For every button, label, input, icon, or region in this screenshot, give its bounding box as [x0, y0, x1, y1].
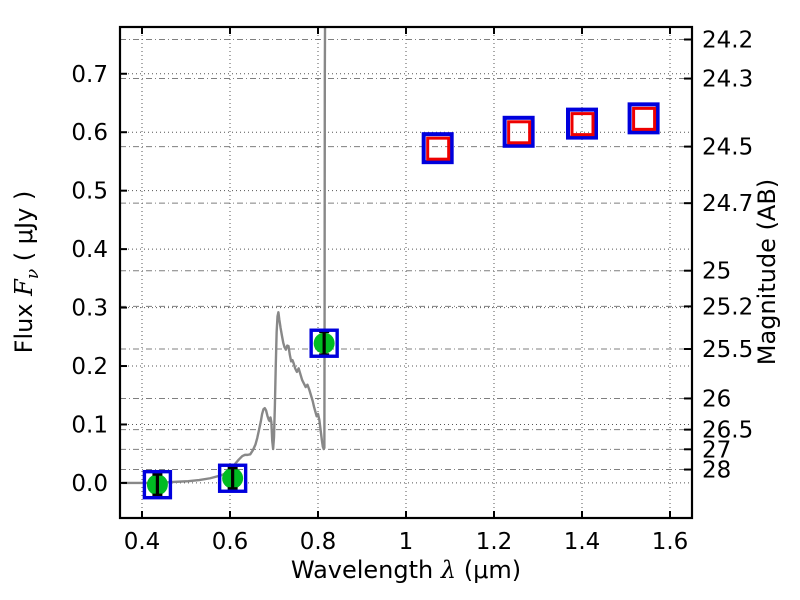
- x-tick-label: 1: [399, 529, 414, 555]
- x-axis-title: Wavelength λ (μm): [291, 556, 521, 584]
- y-tick-label: 0.5: [71, 179, 108, 205]
- y-tick-label: 0.1: [71, 412, 108, 438]
- photometry-point[interactable]: [142, 469, 173, 500]
- x-tick-label: 1.2: [476, 529, 513, 555]
- blue-square-marker: [142, 469, 173, 500]
- y-axis-right-title: Magnitude (AB): [753, 179, 781, 365]
- photometry-point[interactable]: [217, 463, 248, 493]
- model-photometry-point[interactable]: [502, 115, 535, 148]
- x-tick-label: 1.6: [652, 529, 689, 555]
- photometry-point[interactable]: [309, 328, 339, 358]
- blue-square-marker: [309, 328, 339, 358]
- x-tick-label: 0.6: [212, 529, 249, 555]
- axis-ticks: 0.4 0.6 0.8 1 1.2 1.4 1.6 0.0 0.1 0.2 0.3 0.4 0.5 0.6…: [71, 27, 753, 555]
- red-square-marker: [632, 106, 657, 131]
- y-tick-label: 0.4: [71, 237, 108, 263]
- x-axis-title-group: Wavelength λ (μm): [291, 556, 521, 584]
- magnitude-tick-label: 26: [702, 386, 731, 412]
- magnitude-tick-label: 27: [702, 437, 731, 463]
- blue-square-marker: [421, 132, 454, 165]
- blue-square-marker: [217, 463, 248, 493]
- model-photometry-point[interactable]: [566, 107, 598, 140]
- blue-square-marker: [502, 115, 535, 148]
- magnitude-tick-label: 28: [702, 458, 731, 484]
- magnitude-tick-label: 24.5: [702, 135, 753, 161]
- red-square-marker: [570, 112, 595, 137]
- magnitude-tick-label: 25: [702, 259, 731, 285]
- y-axis-title: Flux Fν ( μJy ): [10, 191, 43, 354]
- y-axis-title-group: Flux Fν ( μJy ): [10, 191, 43, 354]
- blue-square-marker: [627, 102, 660, 135]
- spectrum-clip-group: [122, 27, 327, 485]
- magnitude-tick-label: 24.7: [702, 191, 753, 217]
- model-photometry-point[interactable]: [421, 132, 454, 165]
- y-tick-label: 0.6: [71, 120, 108, 146]
- magnitude-tick-label: 25.2: [702, 294, 753, 320]
- y-tick-label: 0.2: [71, 354, 108, 380]
- magnitude-tick-label: 25.5: [702, 337, 753, 363]
- y-axis-right-title-group: Magnitude (AB): [753, 179, 781, 365]
- x-tick-label: 0.8: [300, 529, 337, 555]
- x-tick-label: 1.4: [564, 529, 601, 555]
- magnitude-tick-label: 24.3: [702, 67, 753, 93]
- magnitude-tick-label: 26.5: [702, 418, 753, 444]
- x-tick-label: 0.4: [124, 529, 161, 555]
- y-tick-label: 0.3: [71, 296, 108, 322]
- blue-square-marker: [566, 107, 598, 140]
- spectrum-polyline: [122, 27, 327, 485]
- red-square-marker: [507, 120, 532, 145]
- model-photometry-point[interactable]: [627, 102, 660, 135]
- model-spectrum-curve: [122, 27, 327, 485]
- magnitude-tick-label: 24.2: [702, 28, 753, 54]
- y-tick-label: 0.0: [71, 471, 108, 497]
- data-markers: [142, 102, 660, 500]
- y-tick-label: 0.7: [71, 62, 108, 88]
- red-square-marker: [426, 136, 451, 161]
